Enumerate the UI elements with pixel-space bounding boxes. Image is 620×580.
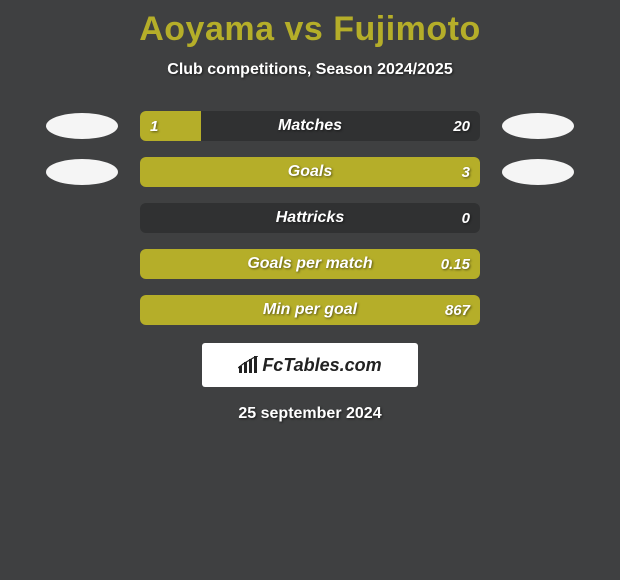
stats-chart: 1 Matches 20 Goals 3 Hattric (0, 111, 620, 325)
stat-label: Matches (140, 111, 480, 141)
stat-row: Goals 3 (0, 157, 620, 187)
badge-spacer (502, 205, 574, 231)
stat-bar: Goals per match 0.15 (140, 249, 480, 279)
stat-row: 1 Matches 20 (0, 111, 620, 141)
source-logo: FcTables.com (202, 343, 418, 387)
stat-label: Hattricks (140, 203, 480, 233)
right-value: 20 (453, 111, 470, 141)
right-value: 3 (462, 157, 470, 187)
stat-row: Hattricks 0 (0, 203, 620, 233)
comparison-infographic: Aoyama vs Fujimoto Club competitions, Se… (0, 0, 620, 580)
left-team-badge (46, 159, 118, 185)
stat-label: Goals (140, 157, 480, 187)
stat-bar: Hattricks 0 (140, 203, 480, 233)
right-value: 867 (445, 295, 470, 325)
stat-row: Min per goal 867 (0, 295, 620, 325)
left-team-badge (46, 113, 118, 139)
badge-spacer (46, 251, 118, 277)
stat-bar: Min per goal 867 (140, 295, 480, 325)
right-team-badge (502, 113, 574, 139)
badge-spacer (502, 297, 574, 323)
badge-spacer (502, 251, 574, 277)
bar-chart-icon (238, 356, 258, 374)
right-team-badge (502, 159, 574, 185)
right-value: 0.15 (441, 249, 470, 279)
badge-spacer (46, 297, 118, 323)
right-value: 0 (462, 203, 470, 233)
stat-label: Min per goal (140, 295, 480, 325)
subtitle: Club competitions, Season 2024/2025 (0, 61, 620, 79)
stat-row: Goals per match 0.15 (0, 249, 620, 279)
page-title: Aoyama vs Fujimoto (0, 0, 620, 49)
stat-bar: Goals 3 (140, 157, 480, 187)
badge-spacer (46, 205, 118, 231)
stat-bar: 1 Matches 20 (140, 111, 480, 141)
stat-label: Goals per match (140, 249, 480, 279)
date-label: 25 september 2024 (0, 405, 620, 423)
source-logo-text: FcTables.com (262, 355, 381, 376)
